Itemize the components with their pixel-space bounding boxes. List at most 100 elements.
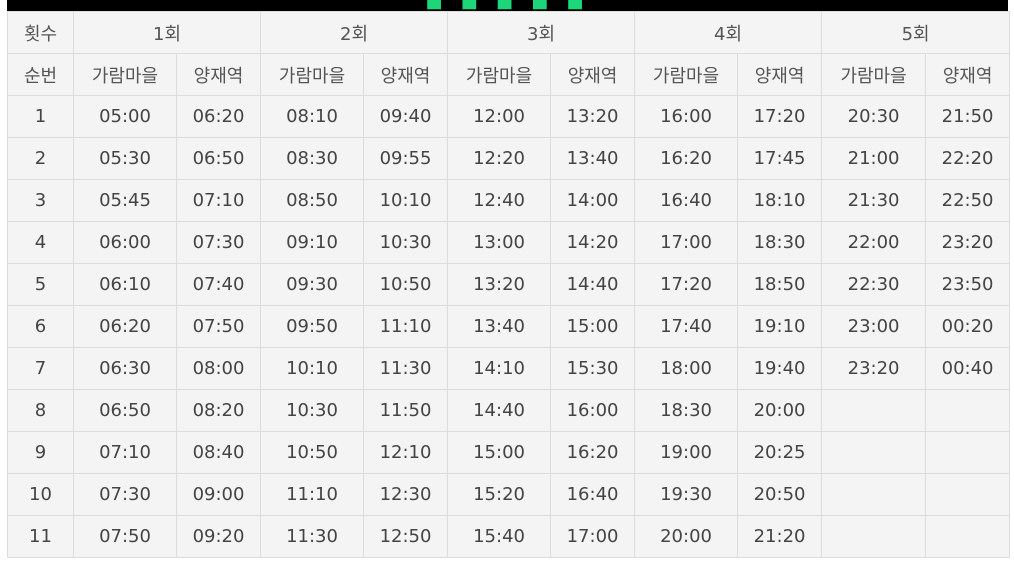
time-cell: 10:50 [363, 263, 449, 306]
time-cell [925, 515, 1011, 558]
time-cell: 07:50 [175, 305, 262, 348]
time-cell: 19:40 [737, 347, 823, 390]
row-number: 5 [7, 263, 74, 306]
time-cell: 13:40 [447, 305, 552, 348]
time-cell: 08:50 [260, 179, 365, 222]
time-cell: 16:00 [634, 95, 739, 138]
time-cell: 11:30 [260, 515, 365, 558]
time-cell: 12:10 [363, 431, 449, 474]
row-number: 6 [7, 305, 74, 348]
time-cell [821, 389, 927, 432]
time-cell: 13:20 [447, 263, 552, 306]
row-number: 10 [7, 473, 74, 516]
time-cell: 15:00 [447, 431, 552, 474]
time-cell: 10:30 [260, 389, 365, 432]
stop-header: 양재역 [363, 53, 449, 96]
time-cell: 09:55 [363, 137, 449, 180]
stop-header: 가람마을 [447, 53, 552, 96]
time-cell: 09:30 [260, 263, 365, 306]
table-row: 1 05:00 06:20 08:10 09:40 12:00 13:20 16:00 17:2… [7, 95, 1011, 138]
time-cell: 20:30 [821, 95, 927, 138]
row-number: 3 [7, 179, 74, 222]
time-cell: 12:00 [447, 95, 552, 138]
time-cell: 14:00 [550, 179, 636, 222]
time-cell: 09:40 [363, 95, 449, 138]
time-cell: 16:40 [634, 179, 739, 222]
row-number: 1 [7, 95, 74, 138]
row-number: 8 [7, 389, 74, 432]
time-cell: 21:50 [925, 95, 1011, 138]
time-cell: 07:40 [175, 263, 262, 306]
time-cell: 10:10 [363, 179, 449, 222]
time-cell: 06:00 [73, 221, 177, 264]
time-cell: 11:10 [363, 305, 449, 348]
time-cell: 20:00 [737, 389, 823, 432]
time-cell: 05:45 [73, 179, 177, 222]
time-cell [925, 431, 1011, 474]
time-cell: 08:20 [175, 389, 262, 432]
time-cell: 17:20 [737, 95, 823, 138]
time-cell: 13:20 [550, 95, 636, 138]
table-row: 6 06:20 07:50 09:50 11:10 13:40 15:00 17:40 19:1… [7, 305, 1011, 348]
order-label: 순번 [7, 53, 74, 96]
table-row: 9 07:10 08:40 10:50 12:10 15:00 16:20 19:00 20:2… [7, 431, 1011, 474]
time-cell: 15:20 [447, 473, 552, 516]
time-cell: 10:30 [363, 221, 449, 264]
banner-text-clipped: ■ ■ ■ ■ ■ [425, 0, 590, 11]
bus-timetable: 횟수 1회 2회 3회 4회 5회 순번 가람마을 양재역 가람마을 양재역 가… [7, 11, 1011, 558]
corner-label: 횟수 [7, 11, 74, 54]
round-header-5: 5회 [821, 11, 1011, 54]
time-cell: 21:30 [821, 179, 927, 222]
round-header-2: 2회 [260, 11, 449, 54]
time-cell: 06:50 [175, 137, 262, 180]
time-cell: 07:50 [73, 515, 177, 558]
time-cell: 17:45 [737, 137, 823, 180]
time-cell: 18:00 [634, 347, 739, 390]
time-cell: 08:30 [260, 137, 365, 180]
time-cell: 12:30 [363, 473, 449, 516]
time-cell [925, 473, 1011, 516]
table-row: 5 06:10 07:40 09:30 10:50 13:20 14:40 17:20 18:5… [7, 263, 1011, 306]
time-cell: 14:40 [447, 389, 552, 432]
round-header-4: 4회 [634, 11, 823, 54]
time-cell: 00:40 [925, 347, 1011, 390]
time-cell: 13:40 [550, 137, 636, 180]
round-header-3: 3회 [447, 11, 636, 54]
time-cell: 16:20 [634, 137, 739, 180]
time-cell: 18:50 [737, 263, 823, 306]
time-cell: 10:10 [260, 347, 365, 390]
time-cell: 08:40 [175, 431, 262, 474]
time-cell: 07:10 [175, 179, 262, 222]
time-cell: 19:00 [634, 431, 739, 474]
time-cell: 06:30 [73, 347, 177, 390]
time-cell: 16:20 [550, 431, 636, 474]
row-number: 11 [7, 515, 74, 558]
round-header-row: 횟수 1회 2회 3회 4회 5회 [7, 11, 1011, 54]
time-cell: 22:00 [821, 221, 927, 264]
time-cell: 12:50 [363, 515, 449, 558]
time-cell: 20:00 [634, 515, 739, 558]
time-cell: 18:30 [634, 389, 739, 432]
row-number: 4 [7, 221, 74, 264]
time-cell: 17:00 [634, 221, 739, 264]
time-cell: 07:10 [73, 431, 177, 474]
table-row: 8 06:50 08:20 10:30 11:50 14:40 16:00 18:30 20:0… [7, 389, 1011, 432]
stop-header: 양재역 [550, 53, 636, 96]
time-cell: 08:00 [175, 347, 262, 390]
stop-header: 양재역 [925, 53, 1011, 96]
time-cell: 17:40 [634, 305, 739, 348]
time-cell: 22:20 [925, 137, 1011, 180]
time-cell: 21:20 [737, 515, 823, 558]
time-cell: 09:20 [175, 515, 262, 558]
time-cell: 21:00 [821, 137, 927, 180]
stop-header: 양재역 [175, 53, 262, 96]
time-cell: 08:10 [260, 95, 365, 138]
time-cell: 23:20 [821, 347, 927, 390]
time-cell: 19:10 [737, 305, 823, 348]
time-cell: 10:50 [260, 431, 365, 474]
time-cell: 07:30 [175, 221, 262, 264]
table-row: 11 07:50 09:20 11:30 12:50 15:40 17:00 20:00 21:… [7, 515, 1011, 558]
time-cell: 07:30 [73, 473, 177, 516]
time-cell: 06:50 [73, 389, 177, 432]
time-cell: 17:20 [634, 263, 739, 306]
